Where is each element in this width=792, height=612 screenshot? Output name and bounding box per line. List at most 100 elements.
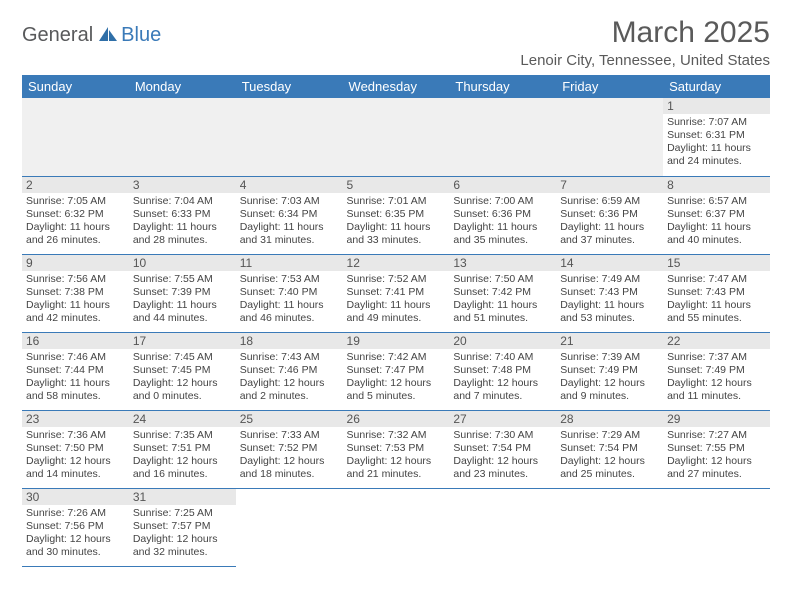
sunset-text: Sunset: 7:39 PM xyxy=(133,286,232,299)
empty-cell xyxy=(236,98,343,176)
daylight-text: Daylight: 11 hours and 49 minutes. xyxy=(347,299,446,325)
daylight-text: Daylight: 12 hours and 21 minutes. xyxy=(347,455,446,481)
daylight-text: Daylight: 12 hours and 23 minutes. xyxy=(453,455,552,481)
day-info: Sunrise: 7:07 AMSunset: 6:31 PMDaylight:… xyxy=(663,114,770,171)
location: Lenoir City, Tennessee, United States xyxy=(520,52,770,69)
sunrise-text: Sunrise: 7:42 AM xyxy=(347,351,446,364)
sunrise-text: Sunrise: 7:07 AM xyxy=(667,116,766,129)
sunset-text: Sunset: 7:52 PM xyxy=(240,442,339,455)
day-info: Sunrise: 7:47 AMSunset: 7:43 PMDaylight:… xyxy=(663,271,770,328)
daylight-text: Daylight: 11 hours and 31 minutes. xyxy=(240,221,339,247)
day-info: Sunrise: 7:40 AMSunset: 7:48 PMDaylight:… xyxy=(449,349,556,406)
day-info: Sunrise: 6:57 AMSunset: 6:37 PMDaylight:… xyxy=(663,193,770,250)
daylight-text: Daylight: 12 hours and 18 minutes. xyxy=(240,455,339,481)
day-info: Sunrise: 7:55 AMSunset: 7:39 PMDaylight:… xyxy=(129,271,236,328)
sunrise-text: Sunrise: 7:47 AM xyxy=(667,273,766,286)
day-info: Sunrise: 7:35 AMSunset: 7:51 PMDaylight:… xyxy=(129,427,236,484)
sunrise-text: Sunrise: 7:29 AM xyxy=(560,429,659,442)
daylight-text: Daylight: 11 hours and 35 minutes. xyxy=(453,221,552,247)
sunset-text: Sunset: 7:46 PM xyxy=(240,364,339,377)
sunset-text: Sunset: 7:43 PM xyxy=(560,286,659,299)
daylight-text: Daylight: 11 hours and 37 minutes. xyxy=(560,221,659,247)
sunset-text: Sunset: 6:35 PM xyxy=(347,208,446,221)
daylight-text: Daylight: 11 hours and 58 minutes. xyxy=(26,377,125,403)
day-number: 12 xyxy=(343,255,450,271)
sunset-text: Sunset: 7:57 PM xyxy=(133,520,232,533)
empty-cell xyxy=(129,98,236,176)
day-info: Sunrise: 7:25 AMSunset: 7:57 PMDaylight:… xyxy=(129,505,236,562)
sunrise-text: Sunrise: 7:39 AM xyxy=(560,351,659,364)
day-cell-20: 20Sunrise: 7:40 AMSunset: 7:48 PMDayligh… xyxy=(449,332,556,410)
sunset-text: Sunset: 6:36 PM xyxy=(560,208,659,221)
day-number: 30 xyxy=(22,489,129,505)
day-number: 8 xyxy=(663,177,770,193)
day-cell-5: 5Sunrise: 7:01 AMSunset: 6:35 PMDaylight… xyxy=(343,176,450,254)
day-cell-3: 3Sunrise: 7:04 AMSunset: 6:33 PMDaylight… xyxy=(129,176,236,254)
daylight-text: Daylight: 11 hours and 53 minutes. xyxy=(560,299,659,325)
daylight-text: Daylight: 11 hours and 26 minutes. xyxy=(26,221,125,247)
day-cell-22: 22Sunrise: 7:37 AMSunset: 7:49 PMDayligh… xyxy=(663,332,770,410)
sunset-text: Sunset: 7:42 PM xyxy=(453,286,552,299)
day-cell-27: 27Sunrise: 7:30 AMSunset: 7:54 PMDayligh… xyxy=(449,410,556,488)
day-number: 15 xyxy=(663,255,770,271)
day-header-friday: Friday xyxy=(556,75,663,98)
day-info: Sunrise: 7:46 AMSunset: 7:44 PMDaylight:… xyxy=(22,349,129,406)
day-cell-17: 17Sunrise: 7:45 AMSunset: 7:45 PMDayligh… xyxy=(129,332,236,410)
day-info: Sunrise: 7:49 AMSunset: 7:43 PMDaylight:… xyxy=(556,271,663,328)
page-header: General Blue March 2025 Lenoir City, Ten… xyxy=(22,16,770,69)
sunrise-text: Sunrise: 7:27 AM xyxy=(667,429,766,442)
sunrise-text: Sunrise: 7:03 AM xyxy=(240,195,339,208)
day-info: Sunrise: 7:27 AMSunset: 7:55 PMDaylight:… xyxy=(663,427,770,484)
empty-cell xyxy=(343,98,450,176)
day-info: Sunrise: 7:33 AMSunset: 7:52 PMDaylight:… xyxy=(236,427,343,484)
day-number: 1 xyxy=(663,98,770,114)
sunset-text: Sunset: 7:54 PM xyxy=(453,442,552,455)
daylight-text: Daylight: 11 hours and 44 minutes. xyxy=(133,299,232,325)
day-number: 9 xyxy=(22,255,129,271)
sunset-text: Sunset: 7:43 PM xyxy=(667,286,766,299)
day-info: Sunrise: 7:37 AMSunset: 7:49 PMDaylight:… xyxy=(663,349,770,406)
sunset-text: Sunset: 7:55 PM xyxy=(667,442,766,455)
day-cell-1: 1Sunrise: 7:07 AMSunset: 6:31 PMDaylight… xyxy=(663,98,770,176)
sunset-text: Sunset: 6:37 PM xyxy=(667,208,766,221)
daylight-text: Daylight: 12 hours and 32 minutes. xyxy=(133,533,232,559)
sunrise-text: Sunrise: 7:45 AM xyxy=(133,351,232,364)
empty-cell xyxy=(556,98,663,176)
day-info: Sunrise: 7:26 AMSunset: 7:56 PMDaylight:… xyxy=(22,505,129,562)
day-number: 19 xyxy=(343,333,450,349)
day-cell-16: 16Sunrise: 7:46 AMSunset: 7:44 PMDayligh… xyxy=(22,332,129,410)
day-cell-2: 2Sunrise: 7:05 AMSunset: 6:32 PMDaylight… xyxy=(22,176,129,254)
sail-icon xyxy=(97,25,119,43)
calendar-row: 9Sunrise: 7:56 AMSunset: 7:38 PMDaylight… xyxy=(22,254,770,332)
sunrise-text: Sunrise: 7:36 AM xyxy=(26,429,125,442)
day-number: 25 xyxy=(236,411,343,427)
daylight-text: Daylight: 11 hours and 46 minutes. xyxy=(240,299,339,325)
day-number: 31 xyxy=(129,489,236,505)
day-info: Sunrise: 7:50 AMSunset: 7:42 PMDaylight:… xyxy=(449,271,556,328)
day-cell-23: 23Sunrise: 7:36 AMSunset: 7:50 PMDayligh… xyxy=(22,410,129,488)
day-number: 6 xyxy=(449,177,556,193)
sunset-text: Sunset: 7:41 PM xyxy=(347,286,446,299)
day-cell-25: 25Sunrise: 7:33 AMSunset: 7:52 PMDayligh… xyxy=(236,410,343,488)
sunset-text: Sunset: 7:44 PM xyxy=(26,364,125,377)
day-number: 29 xyxy=(663,411,770,427)
day-info: Sunrise: 7:00 AMSunset: 6:36 PMDaylight:… xyxy=(449,193,556,250)
sunset-text: Sunset: 6:31 PM xyxy=(667,129,766,142)
day-cell-29: 29Sunrise: 7:27 AMSunset: 7:55 PMDayligh… xyxy=(663,410,770,488)
sunrise-text: Sunrise: 7:43 AM xyxy=(240,351,339,364)
sunset-text: Sunset: 6:33 PM xyxy=(133,208,232,221)
day-cell-21: 21Sunrise: 7:39 AMSunset: 7:49 PMDayligh… xyxy=(556,332,663,410)
sunset-text: Sunset: 7:45 PM xyxy=(133,364,232,377)
day-cell-7: 7Sunrise: 6:59 AMSunset: 6:36 PMDaylight… xyxy=(556,176,663,254)
sunrise-text: Sunrise: 7:33 AM xyxy=(240,429,339,442)
day-info: Sunrise: 7:01 AMSunset: 6:35 PMDaylight:… xyxy=(343,193,450,250)
sunset-text: Sunset: 7:38 PM xyxy=(26,286,125,299)
sunrise-text: Sunrise: 7:49 AM xyxy=(560,273,659,286)
day-number: 21 xyxy=(556,333,663,349)
day-number: 22 xyxy=(663,333,770,349)
day-number: 4 xyxy=(236,177,343,193)
daylight-text: Daylight: 12 hours and 16 minutes. xyxy=(133,455,232,481)
day-info: Sunrise: 7:03 AMSunset: 6:34 PMDaylight:… xyxy=(236,193,343,250)
sunrise-text: Sunrise: 7:40 AM xyxy=(453,351,552,364)
sunset-text: Sunset: 7:40 PM xyxy=(240,286,339,299)
